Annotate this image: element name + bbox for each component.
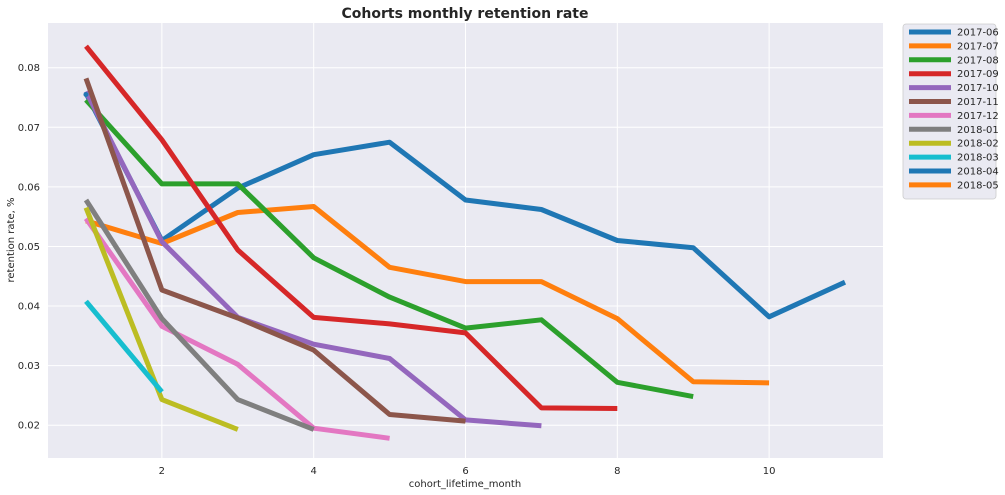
series-line-2017-11 (83, 77, 466, 424)
y-tick-label: 0.05 (18, 242, 40, 253)
x-tick-label: 8 (614, 466, 620, 477)
legend-entry-2017-11: 2017-11 (909, 97, 999, 108)
legend-label: 2017-10 (957, 83, 999, 94)
x-tick-labels: 2 4 6 8 10 (159, 466, 776, 477)
legend-label: 2018-02 (957, 139, 999, 150)
grid-lines (48, 23, 883, 458)
legend-items: 2017-06 2017-07 2017-08 2017-09 2017-10 2017-… (909, 28, 999, 191)
legend-label: 2017-09 (957, 69, 999, 80)
legend-label: 2018-01 (957, 125, 999, 136)
legend-entry-2018-02: 2018-02 (909, 139, 999, 150)
legend-entry-2017-07: 2017-07 (909, 41, 999, 52)
series-line-2017-12 (83, 217, 390, 441)
y-tick-labels: 0.02 0.03 0.04 0.05 0.06 0.07 0.08 (18, 63, 40, 432)
series-line-2017-07 (85, 204, 770, 386)
series-lines (83, 44, 847, 441)
legend-label: 2017-08 (957, 55, 999, 66)
series-line-2017-06 (83, 92, 847, 320)
legend-entry-2018-04: 2018-04 (909, 167, 999, 178)
x-tick-label: 6 (462, 466, 468, 477)
legend-label: 2017-12 (957, 111, 999, 122)
series-line-2017-09 (84, 44, 618, 411)
legend-entry-2018-03: 2018-03 (909, 153, 999, 164)
legend-entry-2017-12: 2017-12 (909, 111, 999, 122)
y-tick-label: 0.07 (18, 123, 40, 134)
series-line-2018-03 (84, 299, 164, 394)
y-tick-label: 0.04 (18, 302, 40, 313)
legend-entry-2017-09: 2017-09 (909, 69, 999, 80)
legend-label: 2017-11 (957, 97, 999, 108)
y-tick-label: 0.03 (18, 361, 40, 372)
legend-entry-2018-05: 2018-05 (909, 180, 999, 191)
legend-label: 2018-04 (957, 167, 999, 178)
legend-entry-2017-08: 2017-08 (909, 55, 999, 66)
x-tick-label: 10 (763, 466, 776, 477)
y-axis-label: retention rate, % (6, 198, 17, 283)
series-line-2017-08 (84, 98, 694, 400)
x-axis-label: cohort_lifetime_month (409, 479, 521, 490)
legend-entry-2017-06: 2017-06 (909, 28, 999, 39)
chart-title: Cohorts monthly retention rate (342, 6, 589, 22)
legend-label: 2018-03 (957, 153, 999, 164)
legend-entry-2018-01: 2018-01 (909, 125, 999, 136)
legend-entry-2017-10: 2017-10 (909, 83, 999, 94)
y-tick-label: 0.02 (18, 421, 40, 432)
y-tick-label: 0.08 (18, 63, 40, 74)
series-point-2018-04 (83, 92, 89, 98)
x-tick-label: 2 (159, 466, 165, 477)
legend: 2017-06 2017-07 2017-08 2017-09 2017-10 2017-… (902, 23, 999, 200)
series-line-2018-01 (83, 198, 315, 432)
series-line-2018-02 (83, 206, 239, 432)
legend-label: 2018-05 (957, 180, 999, 191)
x-tick-label: 4 (310, 466, 316, 477)
y-tick-label: 0.06 (18, 182, 40, 193)
legend-label: 2017-06 (957, 28, 999, 39)
legend-label: 2017-07 (957, 41, 999, 52)
